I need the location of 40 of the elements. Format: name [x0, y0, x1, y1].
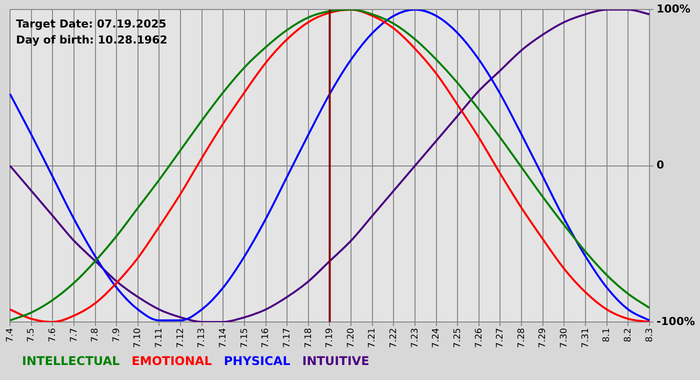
text: INTUITIVE — [302, 354, 370, 368]
x-tick-label: 7.17 — [282, 328, 292, 348]
y-tick-label: 100% — [656, 2, 690, 16]
x-tick-label: 7.31 — [580, 328, 591, 348]
annotation: Day of birth: 10.28.1962 — [16, 34, 168, 47]
x-tick-label: 7.19 — [325, 328, 336, 348]
x-tick-label: 7.10 — [133, 328, 144, 348]
text: INTELLECTUAL — [22, 354, 120, 368]
x-tick-label: 8.1 — [602, 328, 612, 342]
text: EMOTIONAL — [132, 354, 212, 368]
x-tick-label: 7.26 — [474, 328, 484, 348]
x-tick-label: 7.24 — [432, 328, 442, 348]
x-tick-label: 7.18 — [304, 328, 314, 348]
x-tick-label: 7.20 — [346, 328, 356, 348]
y-tick-label: -100% — [656, 314, 696, 328]
x-tick-label: 7.12 — [176, 328, 186, 348]
x-tick-label: 8.3 — [644, 328, 655, 342]
text: PHYSICAL — [224, 354, 291, 368]
x-tick-label: 7.13 — [197, 328, 208, 348]
x-tick-label: 8.2 — [623, 328, 634, 342]
x-tick-label: 7.8 — [90, 328, 101, 342]
x-tick-label: 7.28 — [516, 328, 527, 348]
y-tick-label: 0 — [656, 158, 664, 172]
x-tick-label: 7.27 — [496, 328, 506, 348]
x-tick-label: 7.21 — [368, 328, 378, 348]
x-tick-label: 7.16 — [261, 328, 272, 348]
x-tick-label: 7.22 — [389, 328, 400, 348]
x-tick-label: 7.15 — [240, 328, 250, 348]
x-tick-label: 7.23 — [410, 328, 420, 348]
x-tick-label: 7.9 — [112, 328, 122, 342]
x-tick-label: 7.29 — [538, 328, 548, 348]
annotation: Target Date: 07.19.2025 — [16, 18, 166, 31]
x-tick-label: 7.14 — [218, 328, 228, 348]
x-tick-label: 7.11 — [154, 328, 165, 348]
x-tick-label: 7.30 — [560, 328, 570, 348]
x-tick-label: 7.4 — [5, 328, 16, 342]
x-tick-label: 7.7 — [69, 328, 80, 342]
x-tick-label: 7.25 — [452, 328, 463, 348]
x-tick-label: 7.5 — [26, 328, 37, 342]
x-tick-label: 7.6 — [48, 328, 58, 342]
